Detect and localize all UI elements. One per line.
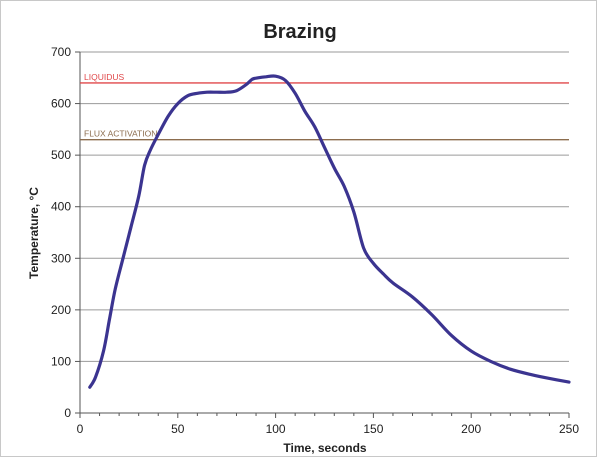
y-tick-label-0: 0 [64, 406, 71, 420]
x-tick-label-250: 250 [559, 422, 579, 436]
x-tick-label-150: 150 [363, 422, 383, 436]
x-tick-label-0: 0 [77, 422, 84, 436]
data-series [88, 74, 571, 389]
series-line-0 [88, 74, 571, 389]
y-tick-label-400: 400 [51, 200, 71, 214]
x-tick-label-200: 200 [461, 422, 481, 436]
y-tick-label-700: 700 [51, 45, 71, 59]
y-tick-label-300: 300 [51, 251, 71, 265]
y-tick-label-600: 600 [51, 97, 71, 111]
y-tick-label-500: 500 [51, 148, 71, 162]
reference-lines: LIQUIDUS FLUX ACTIVATION [80, 72, 569, 141]
y-axis-title: Temperature, °C [27, 187, 41, 279]
x-tick-label-50: 50 [171, 422, 185, 436]
reference-label-flux-activation: FLUX ACTIVATION [84, 129, 157, 139]
y-tick-label-100: 100 [51, 354, 71, 368]
reference-label-liquidus: LIQUIDUS [84, 72, 124, 82]
x-axis-title: Time, seconds [283, 441, 366, 455]
y-tick-label-200: 200 [51, 303, 71, 317]
tick-labels: 0 100 200 300 400 500 600 700 0 50 100 150 200 250 [51, 45, 579, 436]
chart-title: Brazing [263, 21, 336, 43]
axes [75, 51, 570, 418]
x-tick-label-100: 100 [266, 422, 286, 436]
